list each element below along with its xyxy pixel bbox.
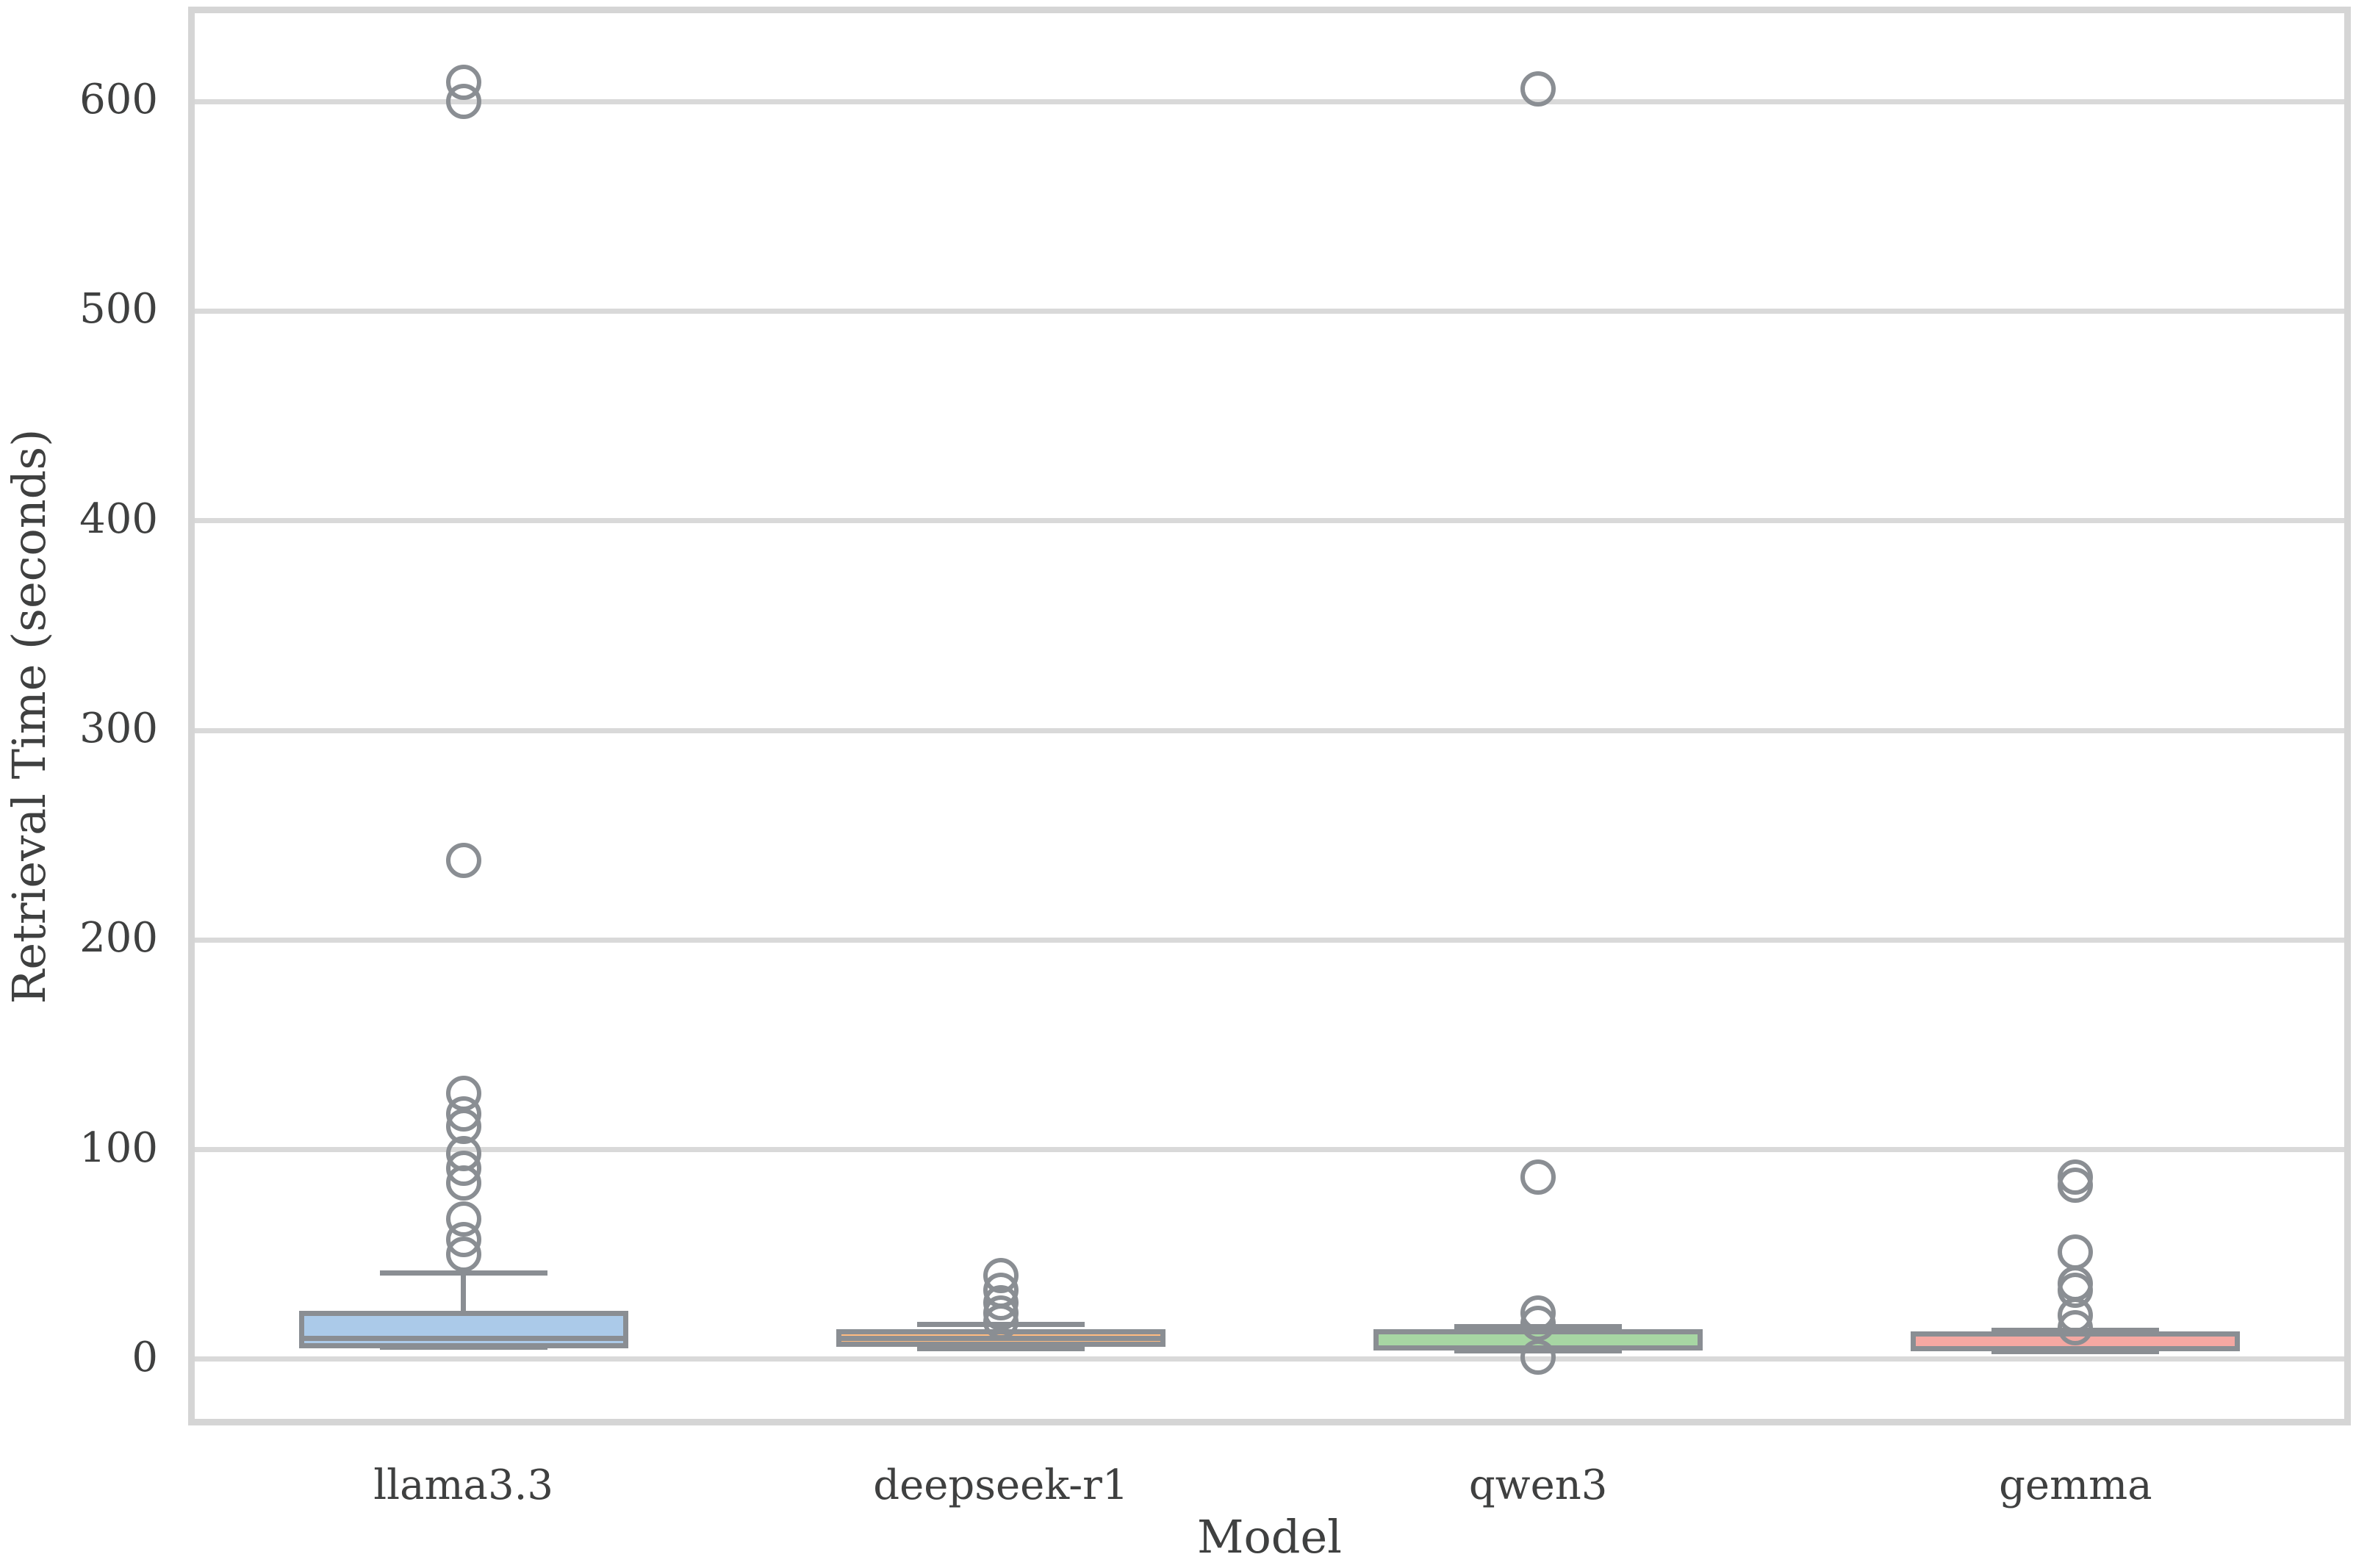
- outlier-point: [2058, 1168, 2094, 1204]
- y-tick-label: 300: [79, 704, 158, 752]
- outlier-point: [445, 84, 481, 120]
- box-llama3.3: [298, 1310, 628, 1348]
- whisker-cap-upper: [379, 1270, 547, 1276]
- outlier-point: [1520, 1339, 1556, 1375]
- y-tick-label: 100: [79, 1123, 158, 1172]
- x-tick-label: qwen3: [1468, 1461, 1608, 1509]
- x-axis-title: Model: [1196, 1510, 1343, 1564]
- y-axis-title: Retrieval Time (seconds): [2, 428, 56, 1004]
- y-tick-label: 0: [132, 1333, 158, 1381]
- y-gridline: [195, 308, 2344, 314]
- y-gridline: [195, 727, 2344, 733]
- y-tick-label: 200: [79, 914, 158, 963]
- y-gridline: [195, 1147, 2344, 1153]
- outlier-point: [445, 1165, 481, 1201]
- plot-area: [188, 7, 2351, 1425]
- outlier-point: [445, 842, 481, 878]
- y-gridline: [195, 937, 2344, 943]
- whisker-cap-lower: [916, 1346, 1085, 1352]
- median-line: [298, 1335, 628, 1341]
- x-tick-label: llama3.3: [373, 1461, 554, 1509]
- outlier-point: [1520, 71, 1556, 107]
- outlier-point: [1520, 1159, 1556, 1195]
- y-gridline: [195, 1356, 2344, 1362]
- y-tick-label: 400: [79, 495, 158, 543]
- x-tick-label: gemma: [1999, 1461, 2152, 1509]
- whisker-cap-lower: [1991, 1349, 2160, 1355]
- outlier-point: [2058, 1310, 2094, 1346]
- outlier-point: [983, 1303, 1019, 1339]
- x-tick-label: deepseek-r1: [873, 1461, 1129, 1509]
- y-tick-label: 500: [79, 285, 158, 334]
- y-gridline: [195, 98, 2344, 104]
- outlier-point: [445, 1237, 481, 1273]
- y-tick-label: 600: [79, 75, 158, 123]
- whisker-line-upper: [461, 1273, 467, 1314]
- outlier-point: [1520, 1306, 1556, 1342]
- y-gridline: [195, 518, 2344, 524]
